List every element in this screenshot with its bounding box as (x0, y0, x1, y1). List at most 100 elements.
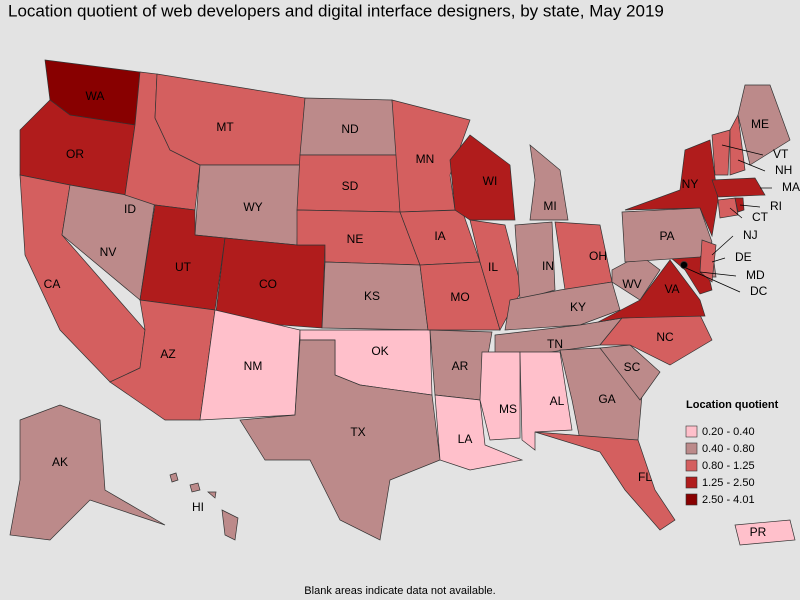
state-shape (479, 351, 521, 441)
state-shape (529, 144, 569, 221)
legend-swatch (685, 442, 698, 455)
state-label: WA (86, 89, 105, 103)
state-label: SC (624, 360, 641, 374)
state-shape (189, 482, 201, 493)
state-label: SD (342, 179, 359, 193)
legend-label: 0.20 - 0.40 (702, 426, 755, 438)
leader-line (729, 207, 743, 219)
state-label: VT (773, 147, 789, 161)
state-label: NH (775, 163, 792, 177)
leader-line (699, 271, 737, 277)
legend-swatch (685, 425, 698, 438)
state-label: AR (452, 359, 469, 373)
state-label: WI (483, 174, 498, 188)
state-shape (207, 491, 217, 499)
state-label: PR (750, 525, 767, 539)
state-shape (504, 281, 621, 331)
state-shape (214, 237, 326, 329)
state-label: DE (735, 250, 752, 264)
state-label: CT (752, 210, 769, 224)
state-shape (717, 197, 739, 219)
leader-line (739, 204, 761, 208)
state-shape (239, 339, 441, 541)
state-shape (169, 472, 179, 483)
states (9, 59, 796, 546)
state-shape (734, 519, 796, 546)
state-label: MN (416, 152, 435, 166)
state-shape (221, 509, 239, 541)
legend-label: 2.50 - 4.01 (702, 494, 755, 506)
legend-title: Location quotient (686, 399, 779, 411)
legend-label: 0.40 - 0.80 (702, 443, 755, 455)
state-shape (611, 254, 661, 301)
state-label: NJ (743, 228, 758, 242)
footnote: Blank areas indicate data not available. (304, 585, 495, 597)
legend-swatch (685, 493, 698, 506)
state-label: ID (124, 202, 136, 216)
legend-label: 0.80 - 1.25 (702, 460, 755, 472)
state-shape (711, 177, 766, 198)
state-shape (599, 344, 661, 401)
state-label: MI (543, 199, 556, 213)
leader-line (721, 144, 764, 156)
state-label: NM (244, 359, 263, 373)
state-label: CO (259, 277, 277, 291)
state-label: HI (192, 500, 204, 514)
state-label: GA (598, 392, 615, 406)
state-shape (699, 239, 717, 283)
state-label: WY (243, 200, 262, 214)
state-shape (734, 197, 745, 213)
state-label: UT (175, 260, 192, 274)
state-label: FL (638, 470, 652, 484)
state-label: MO (450, 290, 469, 304)
state-label: NC (656, 330, 674, 344)
legend-swatch (685, 476, 698, 489)
leader-line (685, 267, 741, 293)
state-label: CA (44, 277, 61, 291)
state-shape (711, 129, 731, 176)
state-label: AL (550, 394, 565, 408)
state-label: NV (100, 245, 117, 259)
leader-line (711, 235, 734, 256)
state-label: TX (350, 425, 365, 439)
state-label: OK (371, 344, 388, 358)
state-label: MT (216, 120, 234, 134)
state-label: AK (52, 455, 68, 469)
state-label: OR (66, 147, 84, 161)
leader-line (711, 257, 726, 263)
state-label: IL (488, 260, 498, 274)
state-label: IA (434, 229, 445, 243)
state-shape (391, 99, 471, 213)
state-label: NE (347, 232, 364, 246)
state-shape (737, 84, 791, 166)
state-label: ND (341, 122, 359, 136)
state-label: TN (547, 337, 563, 351)
state-label: KY (570, 300, 586, 314)
state-label: IN (542, 259, 554, 273)
state-label: LA (458, 432, 473, 446)
map-title: Location quotient of web developers and … (8, 1, 664, 20)
state-shape (534, 431, 676, 531)
state-shape (624, 139, 719, 238)
state-label: ME (751, 117, 769, 131)
state-label: MA (782, 180, 800, 194)
state-shape (514, 221, 556, 301)
leader-line (737, 159, 766, 172)
state-label: WV (622, 277, 641, 291)
legend-label: 1.25 - 2.50 (702, 477, 755, 489)
state-shape (729, 113, 746, 176)
state-label: VA (664, 282, 679, 296)
legend-swatch (685, 459, 698, 472)
legend: 0.20 - 0.40 0.40 - 0.80 0.80 - 1.25 1.25 - … (685, 425, 755, 506)
state-label: MD (746, 268, 765, 282)
state-labels: WA OR CA NV ID MT WY UT CO AZ NM ND SD NE KS OK TX MN IA MO… (44, 89, 800, 539)
state-label: MS (499, 402, 517, 416)
state-label: NY (682, 177, 699, 191)
state-shape (449, 134, 516, 221)
state-label: AZ (160, 347, 175, 361)
state-shape (9, 404, 166, 541)
state-label: DC (750, 284, 768, 298)
state-shape (680, 261, 688, 269)
state-label: RI (770, 199, 782, 213)
